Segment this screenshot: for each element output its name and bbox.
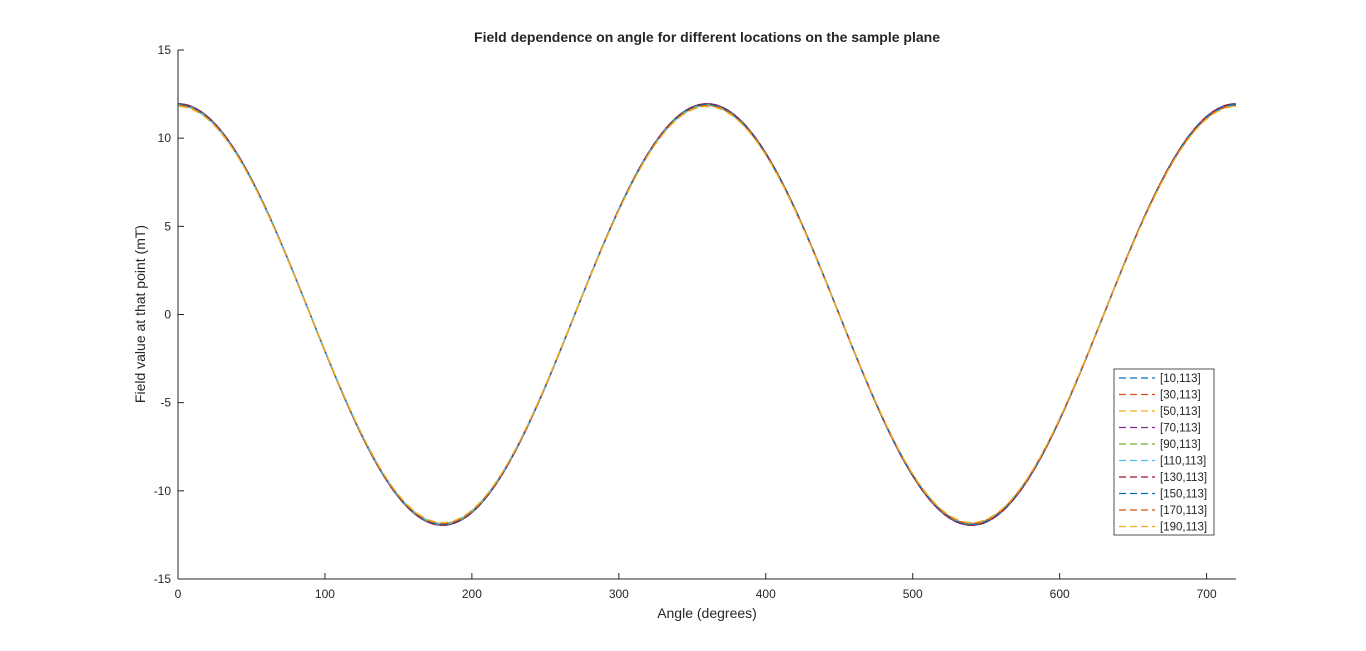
- legend-entry-label: [150,113]: [1160, 489, 1207, 501]
- y-axis-label: Field value at that point (mT): [132, 225, 148, 403]
- plot-area: 0 100 200 300 400 500 600 700 -15 -10 -5 0 5 10 15: [154, 43, 1237, 601]
- x-tick-label: 500: [903, 587, 923, 601]
- legend-entry-label: [30,113]: [1160, 390, 1201, 402]
- x-tick-label: 300: [609, 587, 629, 601]
- y-tick-label: -15: [154, 572, 172, 586]
- y-ticks: -15 -10 -5 0 5 10 15: [154, 43, 184, 586]
- legend-entry-label: [130,113]: [1160, 472, 1207, 484]
- x-tick-label: 0: [175, 587, 182, 601]
- legend-entry-label: [70,113]: [1160, 423, 1201, 435]
- y-tick-label: 15: [158, 43, 172, 57]
- legend: [10,113] [30,113] [50,113] [70,113] [90,113]…: [1113, 368, 1215, 536]
- y-tick-label: 10: [158, 131, 172, 145]
- legend-entry-label: [90,113]: [1160, 439, 1201, 451]
- x-tick-label: 600: [1050, 587, 1070, 601]
- legend-entry-label: [110,113]: [1160, 456, 1206, 468]
- y-tick-label: 5: [164, 219, 171, 233]
- legend-box: [1113, 368, 1215, 536]
- series-layer: [177, 103, 1237, 526]
- y-tick-label: 0: [164, 308, 171, 322]
- series-line: [177, 103, 1237, 526]
- legend-entry-label: [190,113]: [1160, 522, 1207, 534]
- legend-entry-label: [10,113]: [1160, 373, 1201, 385]
- series-line: [177, 105, 1237, 524]
- x-tick-label: 200: [462, 587, 482, 601]
- x-axis-label: Angle (degrees): [657, 605, 757, 621]
- x-tick-label: 700: [1197, 587, 1217, 601]
- x-tick-label: 400: [756, 587, 776, 601]
- x-tick-label: 100: [315, 587, 335, 601]
- legend-items: [10,113] [30,113] [50,113] [70,113] [90,113]…: [1119, 373, 1207, 534]
- y-tick-label: -10: [154, 484, 172, 498]
- chart-title: Field dependence on angle for different …: [474, 29, 940, 45]
- y-tick-label: -5: [160, 396, 171, 410]
- legend-entry-label: [170,113]: [1160, 505, 1207, 517]
- x-ticks: 0 100 200 300 400 500 600 700: [175, 573, 1217, 601]
- legend-entry-label: [50,113]: [1160, 406, 1201, 418]
